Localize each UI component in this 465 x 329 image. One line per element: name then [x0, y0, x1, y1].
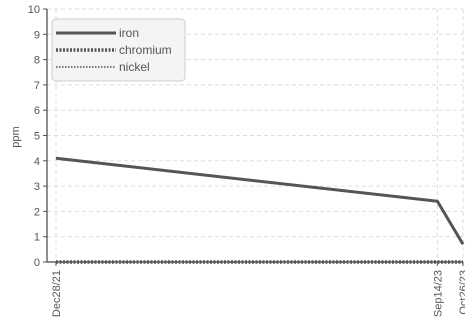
legend: iron chromium nickel	[51, 18, 186, 82]
y-tick-label: 7	[34, 80, 40, 92]
y-tick-label: 5	[34, 131, 40, 143]
y-tick-label: 4	[34, 156, 40, 168]
legend-label-nickel: nickel	[119, 60, 150, 74]
x-tick-label: Sep14/23	[432, 270, 444, 317]
y-tick-label: 6	[34, 105, 40, 117]
y-axis-title: ppm	[10, 126, 22, 147]
series-line-iron	[55, 156, 465, 246]
legend-label-chromium: chromium	[119, 43, 172, 57]
x-tick-label: Dec28/21	[51, 270, 63, 317]
x-tick-label: Oct26/23	[458, 270, 465, 315]
grid	[47, 8, 464, 262]
y-tick-label: 9	[34, 29, 40, 41]
y-tick-label: 2	[34, 206, 40, 218]
y-tick-label: 0	[34, 257, 40, 269]
y-tick-label: 1	[34, 232, 40, 244]
y-tick-label: 3	[34, 181, 40, 193]
series	[55, 156, 465, 264]
y-tick-label: 10	[28, 4, 40, 16]
y-tick-label: 8	[34, 55, 40, 67]
legend-label-iron: iron	[119, 26, 139, 40]
